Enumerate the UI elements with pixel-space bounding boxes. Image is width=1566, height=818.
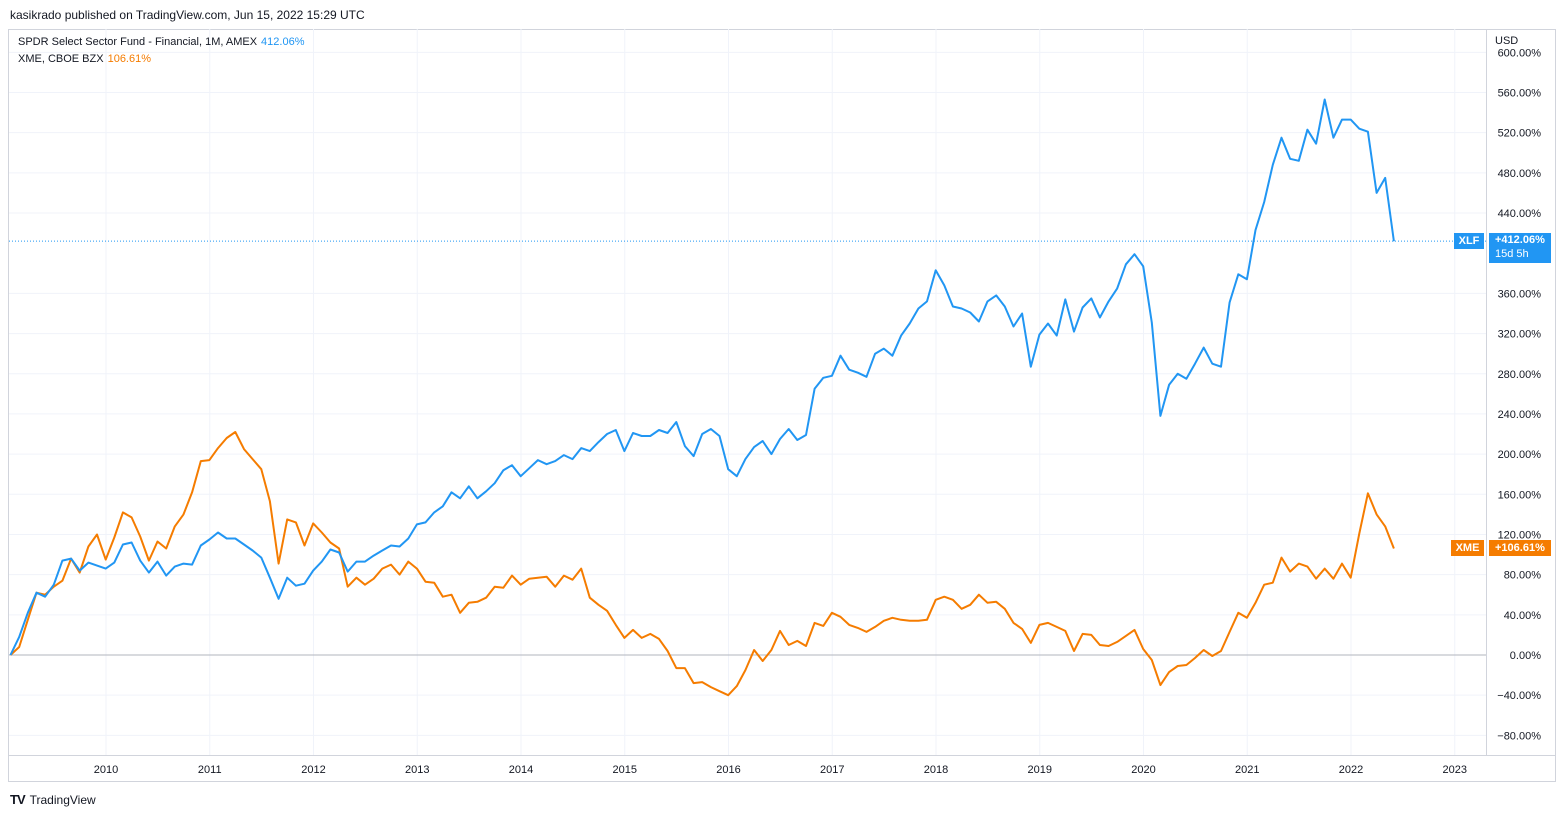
- x-tick-label: 2022: [1339, 764, 1363, 776]
- legend-xme[interactable]: XME, CBOE BZX 106.61%: [18, 53, 151, 65]
- y-tick-label: 360.00%: [1498, 288, 1542, 300]
- series-line-xlf: [9, 98, 1395, 656]
- xlf-price-value: +412.06%: [1495, 234, 1545, 246]
- xlf-symbol-tag: XLF: [1454, 233, 1484, 249]
- series-layer: [9, 98, 1395, 697]
- y-tick-label: 240.00%: [1498, 409, 1542, 421]
- y-tick-label: 160.00%: [1498, 489, 1542, 501]
- legend-xlf-value: 412.06%: [261, 36, 305, 48]
- y-tick-label: 200.00%: [1498, 449, 1542, 461]
- y-tick-label: 600.00%: [1498, 47, 1542, 59]
- x-tick-label: 2015: [613, 764, 637, 776]
- x-tick-label: 2021: [1235, 764, 1259, 776]
- y-tick-label: 320.00%: [1498, 329, 1542, 341]
- y-tick-label: −80.00%: [1497, 730, 1541, 742]
- y-tick-label: 0.00%: [1510, 650, 1541, 662]
- x-tick-label: 2013: [405, 764, 429, 776]
- legend-xme-value: 106.61%: [107, 53, 152, 65]
- x-tick-label: 2018: [924, 764, 948, 776]
- xme-symbol-tag: XME: [1451, 540, 1484, 556]
- y-tick-label: −40.00%: [1497, 690, 1541, 702]
- y-tick-label: 440.00%: [1498, 208, 1542, 220]
- x-tick-label: 2014: [509, 764, 533, 776]
- tradingview-brand[interactable]: TV TradingView: [10, 792, 96, 807]
- x-tick-label: 2023: [1443, 764, 1467, 776]
- y-tick-label: 280.00%: [1498, 369, 1542, 381]
- time-axis: 2010 2011 2012 2013 2014 2015 2016 2017 2018 2019…: [94, 764, 1467, 776]
- y-tick-label: 520.00%: [1498, 128, 1542, 140]
- x-tick-label: 2011: [198, 764, 222, 776]
- x-tick-label: 2019: [1028, 764, 1052, 776]
- tradingview-logo-icon: TV: [10, 792, 26, 807]
- legend-xme-label: XME, CBOE BZX: [18, 53, 104, 65]
- legend-xlf[interactable]: SPDR Select Sector Fund - Financial, 1M,…: [18, 36, 304, 48]
- x-tick-label: 2016: [716, 764, 740, 776]
- currency-label[interactable]: USD: [1495, 35, 1519, 47]
- xme-price-tag: +106.61%: [1489, 540, 1551, 556]
- xlf-price-tag: +412.06% 15d 5h: [1489, 233, 1551, 263]
- grid-lines: [9, 29, 1486, 755]
- legend-xlf-label: SPDR Select Sector Fund - Financial, 1M,…: [18, 36, 258, 48]
- y-tick-label: 40.00%: [1504, 610, 1542, 622]
- x-tick-label: 2020: [1131, 764, 1155, 776]
- y-tick-label: 120.00%: [1498, 529, 1542, 541]
- x-tick-label: 2012: [301, 764, 325, 776]
- price-axis: 600.00% 560.00% 520.00% 480.00% 440.00% 360.0…: [1497, 47, 1541, 742]
- chart-frame: [8, 29, 1556, 782]
- publisher-caption: kasikrado published on TradingView.com, …: [10, 8, 365, 22]
- brand-name: TradingView: [29, 792, 96, 807]
- series-line-xme: [9, 431, 1395, 697]
- x-tick-label: 2017: [820, 764, 844, 776]
- xme-price-value: +106.61%: [1495, 542, 1545, 554]
- y-tick-label: 80.00%: [1504, 570, 1542, 582]
- xlf-bar-countdown: 15d 5h: [1495, 248, 1529, 260]
- y-tick-label: 560.00%: [1498, 88, 1542, 100]
- x-tick-label: 2010: [94, 764, 118, 776]
- y-tick-label: 480.00%: [1498, 168, 1542, 180]
